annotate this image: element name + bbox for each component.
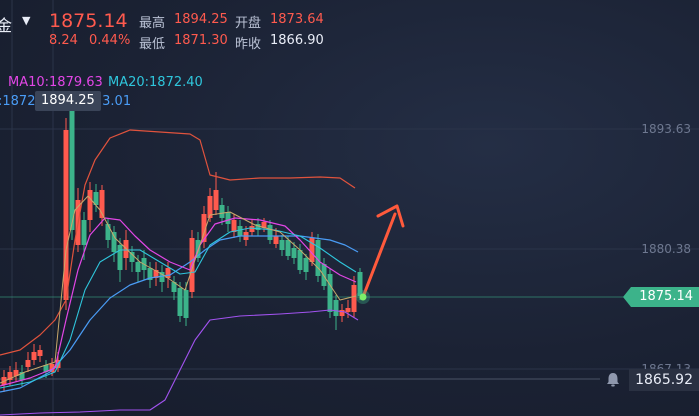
- bell-icon[interactable]: [604, 371, 622, 389]
- candle-body: [117, 245, 123, 270]
- low-value: 1871.30: [174, 33, 228, 48]
- candle-body: [135, 262, 141, 272]
- candle-body: [279, 240, 285, 250]
- prev-close-label: 昨收: [235, 37, 262, 52]
- candle-body: [345, 308, 351, 312]
- boll-mid-line: [0, 235, 359, 393]
- candle-body: [13, 370, 19, 376]
- candle-body: [309, 238, 315, 262]
- trend-arrow-shaft: [361, 212, 397, 299]
- candle-body: [49, 364, 55, 372]
- price-change-pct: 0.44%: [89, 33, 131, 48]
- candle-body: [333, 300, 339, 316]
- candle-body: [273, 236, 279, 244]
- caret-down-icon[interactable]: ▼: [22, 14, 31, 27]
- prev-close-value: 1866.90: [270, 33, 324, 48]
- candle-body: [63, 130, 69, 300]
- candle-body: [315, 240, 321, 276]
- candle-body: [297, 250, 303, 270]
- low-label: 最低: [139, 37, 166, 52]
- ma20-line: [0, 227, 357, 389]
- current-price-tag: 1875.14: [623, 287, 699, 307]
- candle-body: [69, 105, 75, 230]
- last-price: 1875.14: [49, 10, 128, 32]
- candle-body: [237, 226, 243, 236]
- candle-body: [321, 264, 327, 286]
- candle-body: [111, 232, 117, 252]
- boll-upper-line: [0, 129, 356, 356]
- candle-body: [19, 372, 25, 380]
- current-point: [359, 293, 367, 301]
- candle-body: [165, 268, 171, 278]
- high-label: 最高: [139, 16, 166, 31]
- boll-tail: 53.01: [93, 94, 132, 109]
- candle-body: [31, 352, 37, 360]
- trend-arrow-head: [376, 204, 405, 228]
- candle-body: [339, 310, 345, 316]
- candle-body: [177, 288, 183, 316]
- candle-body: [261, 222, 267, 228]
- candle-body: [183, 290, 189, 318]
- axis-tick: 1880.38: [641, 242, 691, 256]
- candle-body: [81, 220, 87, 245]
- candle-body: [225, 212, 231, 224]
- candle-body: [267, 225, 273, 240]
- candle-body: [285, 240, 291, 256]
- candle-body: [87, 190, 93, 220]
- candle-body: [213, 190, 219, 210]
- axis-tick: 1893.63: [641, 122, 691, 136]
- candle-body: [25, 360, 31, 367]
- prev-close-tag: 1865.92: [629, 369, 699, 391]
- candle-body: [201, 214, 207, 242]
- candle-body: [99, 190, 105, 218]
- boll-lower-line: [0, 309, 359, 416]
- candle-body: [147, 268, 153, 280]
- candle-body: [327, 274, 333, 312]
- open-value: 1873.64: [270, 12, 324, 27]
- candle-body: [357, 272, 363, 296]
- candle-body: [351, 285, 357, 312]
- ma10-label: MA10:1879.63: [8, 75, 103, 90]
- price-change: 8.24: [49, 33, 78, 48]
- open-label: 开盘: [235, 16, 262, 31]
- quote-header: 金 ▼ 1875.14 8.24 0.44% 最高 1894.25 最低 187…: [0, 0, 699, 52]
- candle-body: [153, 270, 159, 278]
- candle-body: [93, 192, 99, 205]
- candle-body: [219, 205, 225, 218]
- candle-body: [207, 196, 213, 218]
- high-marker: 1894.25: [35, 91, 101, 111]
- candle-body: [159, 272, 165, 282]
- candle-body: [249, 226, 255, 232]
- ma20-label: MA20:1872.40: [108, 75, 203, 90]
- candle-body: [231, 220, 237, 232]
- high-value: 1894.25: [174, 12, 228, 27]
- candle-body: [129, 252, 135, 262]
- candle-body: [255, 224, 261, 230]
- candle-body: [37, 350, 43, 356]
- candle-body: [43, 365, 49, 372]
- ma5-line: [0, 195, 357, 384]
- candle-body: [7, 372, 13, 380]
- candle-body: [303, 258, 309, 272]
- candle-body: [171, 282, 177, 292]
- candle-body: [105, 224, 111, 240]
- instrument-name[interactable]: 金: [0, 16, 13, 35]
- candle-body: [291, 248, 297, 258]
